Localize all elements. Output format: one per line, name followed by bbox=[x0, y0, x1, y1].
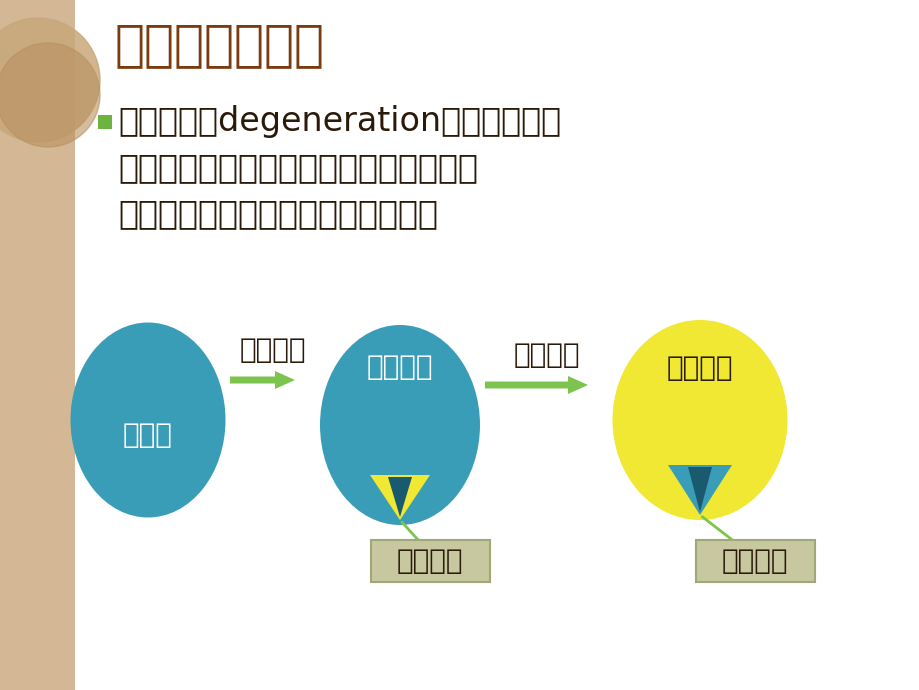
Ellipse shape bbox=[320, 325, 480, 525]
Polygon shape bbox=[369, 475, 429, 520]
Ellipse shape bbox=[612, 320, 787, 520]
Text: 突变个体: 突变个体 bbox=[396, 547, 463, 575]
FancyBboxPatch shape bbox=[370, 540, 490, 582]
Text: 不纯菌种: 不纯菌种 bbox=[367, 353, 433, 381]
Circle shape bbox=[0, 18, 100, 142]
FancyBboxPatch shape bbox=[696, 540, 814, 582]
Bar bbox=[0, 0, 75, 690]
Polygon shape bbox=[388, 477, 412, 517]
Text: 传代增殖: 传代增殖 bbox=[513, 341, 579, 369]
Text: 菌种衰退（degeneration）是指由于自: 菌种衰退（degeneration）是指由于自 bbox=[118, 106, 561, 139]
FancyArrow shape bbox=[484, 376, 587, 394]
Circle shape bbox=[0, 43, 100, 147]
Text: 原始个体: 原始个体 bbox=[721, 547, 788, 575]
Text: 衰退菌种: 衰退菌种 bbox=[666, 354, 732, 382]
Text: 生物学性状发生量变或质变的现象。: 生物学性状发生量变或质变的现象。 bbox=[118, 197, 437, 230]
Text: 自发突变: 自发突变 bbox=[239, 336, 305, 364]
Text: 发突变的结果，而使某物种原有的一系列: 发突变的结果，而使某物种原有的一系列 bbox=[118, 152, 478, 184]
Bar bbox=[98, 115, 112, 129]
Text: 一、菌种的衰退: 一、菌种的衰退 bbox=[115, 21, 324, 69]
FancyArrow shape bbox=[230, 371, 295, 389]
Ellipse shape bbox=[71, 322, 225, 518]
Polygon shape bbox=[667, 465, 732, 515]
Text: 纯菌种: 纯菌种 bbox=[123, 421, 173, 449]
Polygon shape bbox=[687, 467, 711, 512]
